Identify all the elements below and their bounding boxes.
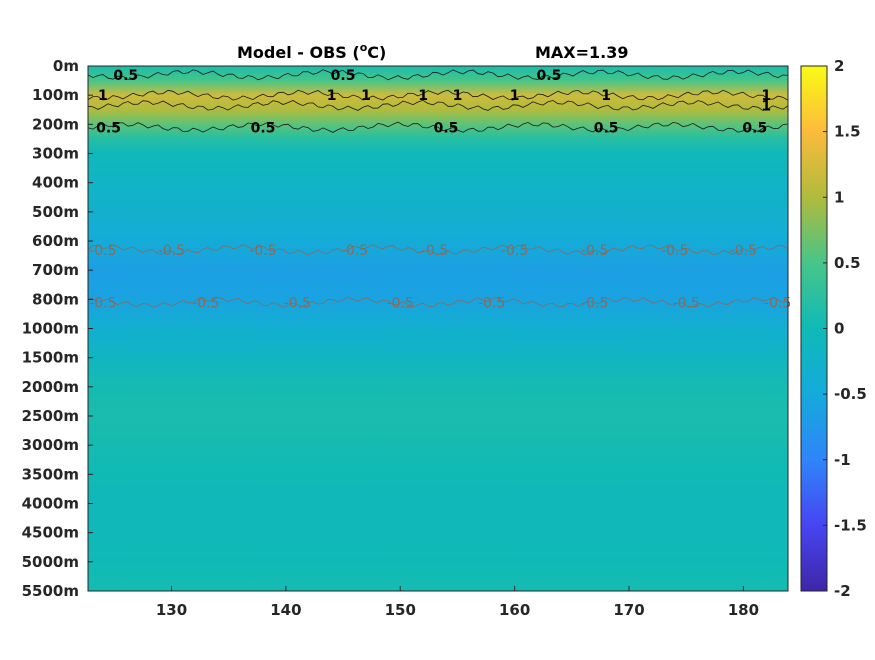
colorbar-tick-label: -2 [834, 582, 851, 600]
contour-label: 1 [453, 88, 463, 104]
x-tick-label: 170 [613, 601, 644, 619]
contour-label: 1 [761, 88, 771, 104]
contour-line [87, 296, 789, 308]
y-tick-label: 600m [32, 232, 79, 250]
contour-label: 0.5 [331, 68, 356, 84]
y-tick-label: 1500m [22, 349, 79, 367]
y-tick-label: 100m [32, 86, 79, 104]
y-tick-label: 5000m [22, 553, 79, 571]
contour-label: -0.5 [478, 295, 505, 311]
contour-label: -0.5 [673, 295, 700, 311]
y-tick-label: 3000m [22, 436, 79, 454]
colorbar-tick-label: 2 [834, 57, 844, 75]
contour-label: 1 [327, 88, 337, 104]
y-tick-label: 2500m [22, 407, 79, 425]
x-tick-label: 130 [156, 601, 187, 619]
contour-label: -0.5 [421, 243, 448, 259]
contour-label: -0.5 [158, 243, 185, 259]
contour-label: -0.5 [89, 243, 116, 259]
contour-label: 1 [98, 88, 108, 104]
contour-line [87, 69, 789, 81]
contour-label: 1 [761, 98, 771, 114]
colorbar-axis: 2 1.5 1 0.5 0 -0.5 -1 -1.5 -2 [823, 57, 867, 600]
contour-label: 1 [601, 88, 611, 104]
y-tick-label: 200m [32, 115, 79, 133]
contour-label: -0.5 [341, 243, 368, 259]
colorbar-tick-label: 1 [834, 188, 844, 206]
x-tick-label: 140 [270, 601, 301, 619]
contour-layer: 0.5 0.5 0.51 1 1 1 1 1 1 110.5 0.5 0.5 0.5 0.5-0.5 -0.… [87, 68, 791, 311]
contour-label: 0.5 [113, 68, 138, 84]
x-tick-label: 160 [499, 601, 530, 619]
contour-label: 1 [510, 88, 520, 104]
colorbar-tick-label: 0.5 [834, 254, 861, 272]
contour-label: 0.5 [537, 68, 562, 84]
contour-line [87, 89, 789, 101]
contour-label: 0.5 [434, 120, 459, 136]
contour-label: -0.5 [730, 243, 757, 259]
chart-title-unit-tail: C) [367, 43, 386, 62]
colorbar-tick-label: -1.5 [834, 516, 867, 534]
x-tick-label: 150 [385, 601, 416, 619]
contour-label: -0.5 [501, 243, 528, 259]
colorbar-tick-label: -0.5 [834, 385, 867, 403]
plot-field [88, 66, 788, 591]
chart-title-main: Model - OBS ( [237, 43, 360, 62]
x-axis: 130 140 150 160 170 180 [156, 586, 759, 619]
chart-title: Model - OBS (oC) [237, 41, 386, 62]
chart-title-unit-superscript: o [360, 41, 368, 54]
x-tick-label: 180 [728, 601, 759, 619]
contour-label: 0.5 [251, 120, 276, 136]
contour-label: 1 [361, 88, 371, 104]
contour-label: -0.5 [89, 295, 116, 311]
y-tick-label: 1000m [22, 320, 79, 338]
contour-label: -0.5 [387, 295, 414, 311]
y-tick-label: 0m [53, 57, 79, 75]
y-tick-label: 400m [32, 174, 79, 192]
y-tick-label: 700m [32, 261, 79, 279]
contour-line [87, 121, 789, 133]
y-tick-label: 800m [32, 290, 79, 308]
contour-line [87, 99, 789, 111]
y-tick-label: 4500m [22, 524, 79, 542]
contour-label: 0.5 [742, 120, 767, 136]
colorbar-tick-label: -1 [834, 451, 851, 469]
contour-label: -0.5 [284, 295, 311, 311]
contour-label: 1 [418, 88, 428, 104]
contour-label: -0.5 [192, 295, 219, 311]
contour-label: -0.5 [249, 243, 276, 259]
colorbar-tick-label: 0 [834, 320, 844, 338]
contour-label: 0.5 [96, 120, 121, 136]
y-tick-label: 5500m [22, 582, 79, 600]
max-label: MAX=1.39 [535, 43, 629, 62]
contour-label: -0.5 [581, 295, 608, 311]
y-tick-label: 4000m [22, 495, 79, 513]
y-axis: 0m 100m 200m 300m 400m 500m 600m 700m 800m 1000m 1… [22, 57, 93, 600]
contour-label: 0.5 [594, 120, 619, 136]
colorbar [800, 65, 828, 592]
contour-label: -0.5 [581, 243, 608, 259]
contour-line [87, 244, 789, 256]
colorbar-tick-label: 1.5 [834, 123, 861, 141]
y-tick-label: 300m [32, 145, 79, 163]
y-tick-label: 2000m [22, 378, 79, 396]
y-tick-label: 3500m [22, 465, 79, 483]
contour-label: -0.5 [661, 243, 688, 259]
contour-label: -0.5 [764, 295, 791, 311]
y-tick-label: 500m [32, 203, 79, 221]
